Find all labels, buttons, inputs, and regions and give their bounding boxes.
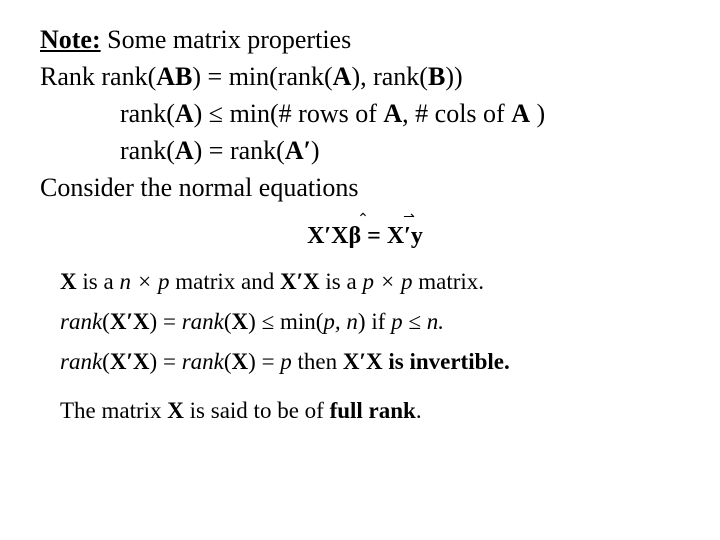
slide-content: Note: Some matrix properties Rank rank(A… — [0, 0, 720, 540]
m2h: ) ≤ — [248, 309, 280, 334]
l2-a2: A — [383, 99, 402, 128]
m3l: invertible. — [409, 349, 509, 374]
m1f: is a — [320, 269, 363, 294]
l3-ap: A′ — [285, 136, 311, 165]
m3i: p — [280, 349, 292, 374]
l2-pre: rank( — [120, 99, 175, 128]
rank-line-3: rank(A) = rank(A′) — [40, 133, 690, 168]
math-line-4: The matrix X is said to be of full rank. — [60, 393, 690, 429]
m3a: rank — [60, 349, 102, 374]
m2e: rank — [182, 309, 224, 334]
m2l: ) — [358, 309, 366, 334]
m3k: X′X is — [343, 349, 410, 374]
rank-end1: )) — [445, 62, 462, 91]
math-line-1: X is a n × p matrix and X′X is a p × p m… — [60, 264, 690, 300]
m3j: then — [292, 349, 343, 374]
m2i: min — [280, 309, 316, 334]
rank-mid1: ) = min(rank( — [192, 62, 332, 91]
l2-mid2: , # cols of — [402, 99, 511, 128]
l3-end: ) — [311, 136, 320, 165]
m1a: X — [60, 269, 77, 294]
hat-symbol: ⌃ — [357, 211, 369, 228]
m1h: matrix. — [413, 269, 485, 294]
l3-pre: rank( — [120, 136, 175, 165]
math-line-3: rank(X′X) = rank(X) = p then X′X is inve… — [60, 344, 690, 380]
note-line: Note: Some matrix properties — [40, 22, 690, 57]
m4b: X — [167, 398, 184, 423]
math-line-2: rank(X′X) = rank(X) ≤ min(p, n) if p ≤ n… — [60, 304, 690, 340]
l2-end: ) — [530, 99, 545, 128]
m2m: if — [366, 309, 392, 334]
m2b: ( — [102, 309, 110, 334]
l2-a3: A — [511, 99, 530, 128]
m4e: . — [416, 398, 422, 423]
m1d: matrix and — [169, 269, 280, 294]
note-label: Note: — [40, 25, 101, 54]
l2-mid: ) ≤ min(# rows of — [194, 99, 384, 128]
m2g: X — [232, 309, 249, 334]
rank-line-2: rank(A) ≤ min(# rows of A, # cols of A ) — [40, 96, 690, 131]
m3g: X — [232, 349, 249, 374]
rank-line-1: Rank rank(AB) = min(rank(A), rank(B)) — [40, 59, 690, 94]
m2d: ) = — [150, 309, 182, 334]
consider-line: Consider the normal equations — [40, 170, 690, 205]
l3-a: A — [175, 136, 194, 165]
normal-equation: ⌃ X′Xβ = X′y ⇀ — [40, 223, 690, 250]
m4d: full rank — [330, 398, 416, 423]
m3b: ( — [102, 349, 110, 374]
m4c: is said to be of — [184, 398, 330, 423]
m2c: X′X — [110, 309, 150, 334]
m1e: X′X — [280, 269, 320, 294]
rank-prefix: Rank rank( — [40, 62, 156, 91]
m3f: ( — [224, 349, 232, 374]
m1b: is a — [77, 269, 120, 294]
m3d: ) = — [150, 349, 182, 374]
l2-a: A — [175, 99, 194, 128]
m3h: ) = — [248, 349, 280, 374]
m2a: rank — [60, 309, 102, 334]
equation-text: ⌃ X′Xβ = X′y ⇀ — [307, 223, 423, 250]
m3e: rank — [182, 349, 224, 374]
vector-symbol: ⇀ — [403, 209, 415, 226]
m1g: p × p — [362, 269, 412, 294]
m2f: ( — [224, 309, 232, 334]
m1c: n × p — [119, 269, 169, 294]
rank-ab: AB — [156, 62, 192, 91]
note-rest: Some matrix properties — [101, 25, 352, 54]
m3c: X′X — [110, 349, 150, 374]
l3-mid: ) = rank( — [194, 136, 285, 165]
rank-mid2: ), rank( — [351, 62, 428, 91]
m4a: The matrix — [60, 398, 167, 423]
rank-a1: A — [333, 62, 352, 91]
m2k: p, n — [323, 309, 358, 334]
rank-b1: B — [428, 62, 445, 91]
m2n: p ≤ n. — [391, 309, 444, 334]
